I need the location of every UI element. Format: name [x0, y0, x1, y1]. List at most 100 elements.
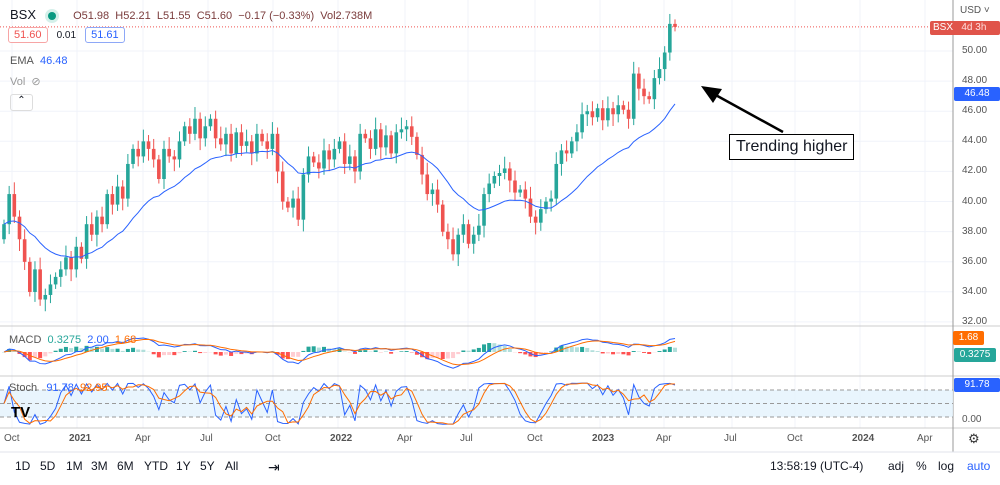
macd-histogram-bar: [285, 352, 290, 360]
candle-body: [652, 78, 657, 100]
range-button[interactable]: 1Y: [176, 459, 191, 473]
candle-body: [342, 141, 347, 164]
date-range-icon[interactable]: ⇥: [268, 459, 280, 475]
tradingview-logo[interactable]: TV: [11, 404, 31, 421]
macd-histogram-bar: [611, 352, 616, 355]
price-tick: 38.00: [962, 225, 988, 237]
price-tick: 46.00: [962, 105, 988, 117]
macd-label[interactable]: MACD: [9, 334, 42, 346]
macd-histogram-bar: [7, 348, 12, 352]
macd-histogram-bar: [229, 352, 234, 356]
macd-histogram-bar: [311, 346, 316, 352]
time-tick: Apr: [397, 433, 413, 444]
macd-histogram-bar: [430, 352, 435, 359]
candle-body: [255, 133, 259, 154]
time-tick: 2022: [330, 433, 353, 444]
price-tick: 34.00: [962, 285, 988, 297]
candle-body: [430, 189, 435, 195]
annotation-arrow: [711, 91, 784, 134]
candle-body: [306, 156, 311, 175]
macd-histogram-bar: [373, 350, 378, 352]
candle-body: [440, 204, 445, 232]
macd-histogram-bar: [306, 346, 311, 352]
candle-body: [549, 198, 553, 202]
candle-body: [120, 186, 125, 199]
macd-histogram-bar: [43, 352, 48, 357]
vol-label[interactable]: Vol: [10, 76, 26, 88]
macd-histogram-bar: [120, 350, 125, 352]
macd-histogram-bar: [549, 351, 554, 352]
macd-histogram-bar: [172, 352, 177, 356]
collapse-legend-button[interactable]: ⌃: [10, 94, 33, 111]
symbol[interactable]: BSX: [10, 7, 37, 22]
macd-histogram-bar: [580, 346, 585, 352]
ohlc-close: C51.60: [196, 10, 233, 22]
macd-value: 2.00: [87, 334, 109, 346]
currency-selector[interactable]: USD ˅: [960, 5, 990, 16]
range-button[interactable]: 5Y: [200, 459, 215, 473]
candle-body: [322, 150, 326, 169]
macd-histogram-bar: [198, 352, 203, 354]
sell-price[interactable]: 51.60: [8, 27, 48, 43]
candle-body: [218, 138, 223, 145]
macd-histogram-bar: [605, 352, 610, 354]
macd-histogram-bar: [600, 352, 605, 354]
range-button[interactable]: 6M: [117, 459, 134, 473]
macd-histogram-bar: [192, 350, 197, 352]
settings-gear-icon[interactable]: ⚙: [968, 431, 980, 446]
buy-price[interactable]: 51.61: [85, 27, 125, 43]
candle-body: [471, 234, 476, 244]
candle-body: [348, 156, 352, 164]
macd-histogram-bar: [466, 350, 471, 352]
auto-scale-toggle[interactable]: auto: [967, 459, 991, 473]
candle-body: [131, 148, 135, 164]
candle-body: [523, 189, 528, 199]
range-button[interactable]: 1D: [15, 459, 31, 473]
macd-histogram-bar: [32, 352, 37, 358]
candle-body: [358, 133, 362, 172]
candle-body: [451, 239, 455, 255]
candle-body: [249, 141, 254, 154]
candle-body: [513, 180, 517, 193]
time-tick: Apr: [135, 433, 151, 444]
log-toggle[interactable]: log: [938, 459, 955, 473]
range-button[interactable]: All: [225, 459, 239, 473]
macd-histogram-bar: [585, 347, 590, 352]
macd-histogram-bar: [487, 343, 492, 352]
candle-body: [611, 108, 615, 115]
price-tick: 40.00: [962, 195, 988, 207]
candle-body: [626, 109, 631, 119]
macd-histogram-bar: [626, 352, 631, 356]
candle-body: [48, 284, 53, 295]
macd-histogram-bar: [621, 352, 626, 355]
annotation-box[interactable]: Trending higher: [729, 134, 855, 160]
candle-body: [642, 88, 646, 97]
range-button[interactable]: 1M: [66, 459, 83, 473]
ema-label[interactable]: EMA: [10, 55, 34, 67]
macd-histogram-bar: [543, 352, 548, 353]
macd-histogram-bar: [399, 351, 404, 352]
macd-histogram-bar: [115, 348, 120, 352]
macd-histogram-bar: [554, 347, 559, 352]
clock-time[interactable]: 13:58:19 (UTC-4): [770, 459, 864, 473]
range-button[interactable]: YTD: [144, 459, 168, 473]
range-button[interactable]: 5D: [40, 459, 56, 473]
signal-line: [3, 338, 676, 366]
candle-body: [533, 216, 538, 223]
macd-histogram-bar: [301, 350, 306, 352]
range-button[interactable]: 3M: [91, 459, 108, 473]
ema-price-tag: 46.48: [954, 87, 1000, 101]
candle-body: [110, 194, 115, 205]
eye-hidden-icon[interactable]: ⊘: [31, 76, 41, 88]
percent-toggle[interactable]: %: [916, 459, 927, 473]
candle-body: [172, 156, 177, 160]
adj-toggle[interactable]: adj: [888, 459, 905, 473]
macd-histogram-bar: [58, 348, 63, 352]
macd-histogram-bar: [595, 351, 600, 352]
macd-histogram-bar: [523, 352, 528, 355]
candle-body: [368, 138, 373, 149]
price-tick: 32.00: [962, 315, 988, 327]
stoch-label[interactable]: Stoch: [9, 382, 38, 394]
candle-body: [198, 118, 202, 139]
